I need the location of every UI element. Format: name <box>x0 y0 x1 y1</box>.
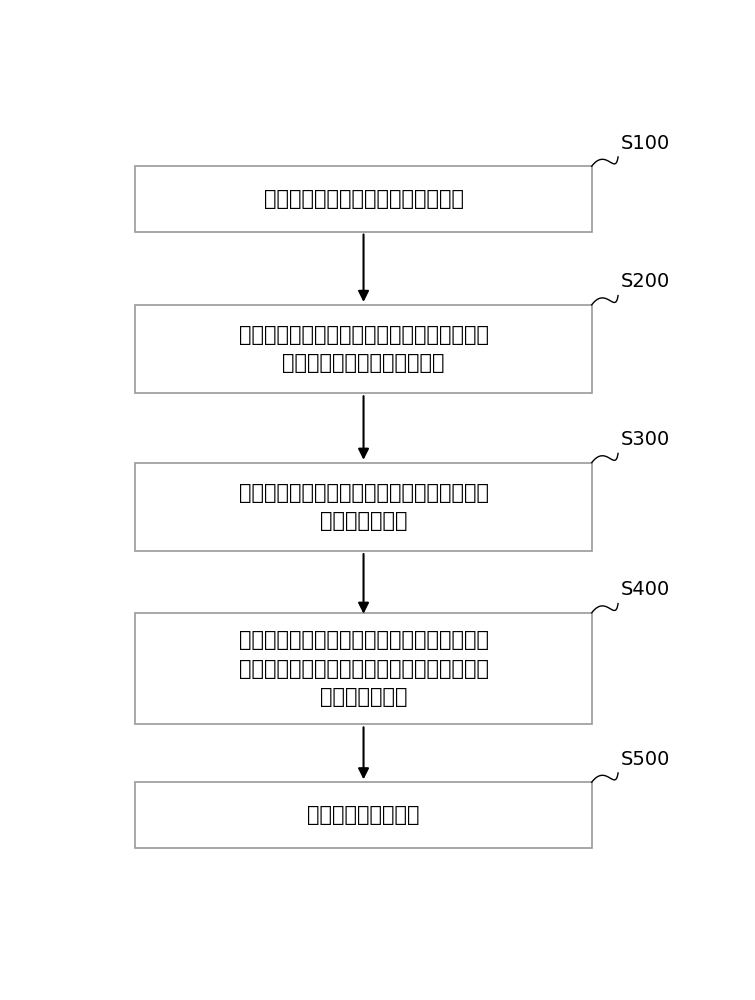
Text: 获取包含观察者脸部特征的图像数据: 获取包含观察者脸部特征的图像数据 <box>263 189 464 209</box>
Text: S400: S400 <box>621 580 670 599</box>
FancyBboxPatch shape <box>135 305 592 393</box>
Text: S200: S200 <box>621 272 670 291</box>
FancyBboxPatch shape <box>135 166 592 232</box>
Text: S500: S500 <box>621 750 670 769</box>
Text: S300: S300 <box>621 430 670 449</box>
FancyBboxPatch shape <box>135 463 592 551</box>
Text: 依据上述图像数据，基于人脸部特征分析获得
左眼图像位置和右眼图像位置: 依据上述图像数据，基于人脸部特征分析获得 左眼图像位置和右眼图像位置 <box>239 325 488 373</box>
Text: 获取真实空间的尺寸因素检测结果，依据该结
果将上述人眼图像瞳距値，转化为三维空间系
下的实际瞳距値: 获取真实空间的尺寸因素检测结果，依据该结 果将上述人眼图像瞳距値，转化为三维空间… <box>239 630 488 707</box>
FancyBboxPatch shape <box>135 782 592 848</box>
Text: 根据上述左眼图像位置和右眼图像位置，获得
人眼图像瞳距値: 根据上述左眼图像位置和右眼图像位置，获得 人眼图像瞳距値 <box>239 483 488 531</box>
FancyBboxPatch shape <box>135 613 592 724</box>
Text: 输出上述实际瞳距値: 输出上述实际瞳距値 <box>307 805 420 825</box>
Text: S100: S100 <box>621 134 670 153</box>
